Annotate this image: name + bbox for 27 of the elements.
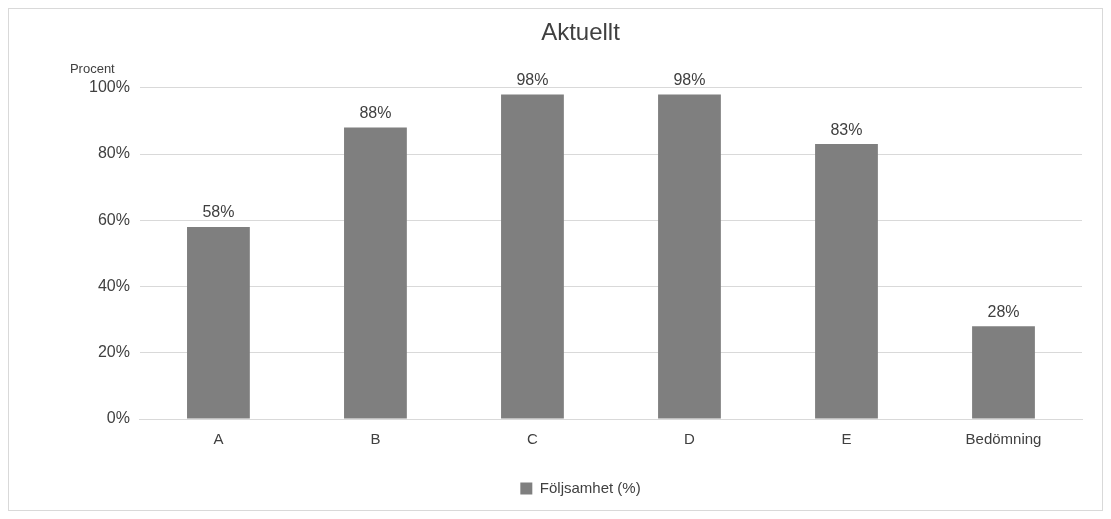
x-tick-label: C xyxy=(527,430,539,448)
x-tick-label: Bedömning xyxy=(965,430,1042,448)
y-axis-title: Procent xyxy=(69,60,116,76)
x-tick-label: A xyxy=(213,430,224,448)
data-label: 98% xyxy=(516,70,549,88)
bar xyxy=(501,94,564,419)
y-tick-label: 20% xyxy=(97,343,130,361)
y-tick-label: 60% xyxy=(97,210,130,228)
x-tick-label: D xyxy=(684,430,696,448)
x-tick-label: E xyxy=(841,430,852,448)
bar xyxy=(344,127,407,419)
y-tick-label: 80% xyxy=(97,144,130,162)
x-tick-label: B xyxy=(370,430,381,448)
legend-label: Följsamhet (%) xyxy=(539,478,641,496)
chart-title: Aktuellt xyxy=(541,18,621,46)
bar xyxy=(972,326,1035,419)
y-tick-label: 40% xyxy=(97,276,130,294)
data-label: 28% xyxy=(987,302,1020,320)
data-label: 58% xyxy=(202,203,235,221)
y-tick-label: 100% xyxy=(89,78,130,96)
y-tick-label: 0% xyxy=(106,409,130,427)
bar xyxy=(187,226,250,419)
data-label: 88% xyxy=(359,103,392,121)
data-label: 98% xyxy=(673,70,706,88)
data-label: 83% xyxy=(830,120,863,138)
bar xyxy=(658,94,721,419)
bar xyxy=(815,144,878,419)
